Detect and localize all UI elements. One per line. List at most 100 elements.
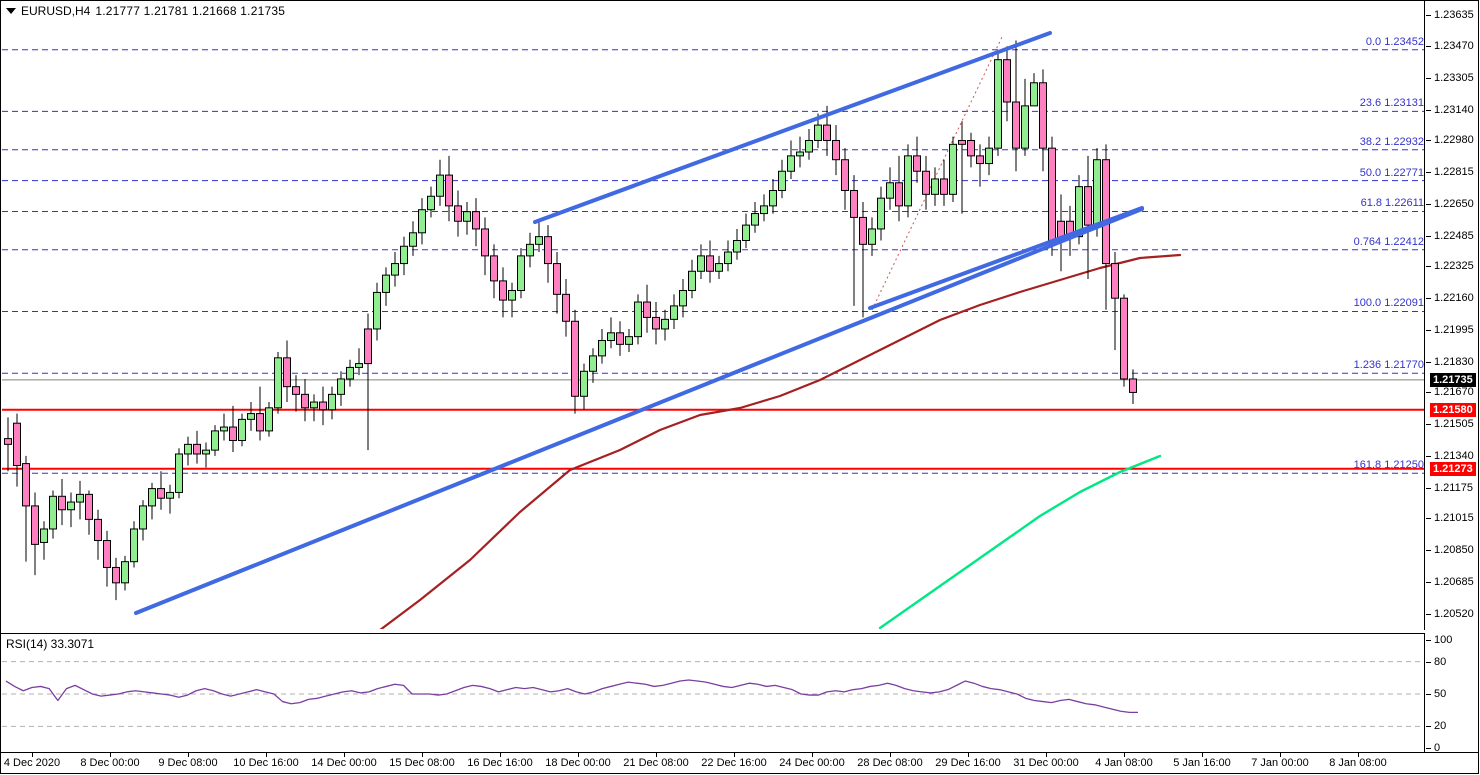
time-axis-label: 8 Jan 08:00 [1329,757,1387,769]
moving-average-red [379,253,1182,629]
price-axis-label: 1.20520 [1434,607,1474,620]
symbol-header: EURUSD,H4 1.21777 1.21781 1.21668 1.2173… [6,3,285,19]
price-axis-tick [1426,329,1431,331]
rsi-axis-tick [1426,694,1431,695]
time-axis-tick [110,752,111,757]
ohlc-values: 1.21777 1.21781 1.21668 1.21735 [95,4,286,18]
time-axis-label: 16 Dec 16:00 [467,757,533,769]
price-axis-tick [1426,298,1431,300]
price-axis-tick [1426,424,1431,426]
price-axis-label: 1.22815 [1434,166,1474,179]
fibonacci-trend-dotted [871,36,1003,311]
chevron-down-icon[interactable] [6,8,16,14]
price-axis-label: 1.22485 [1434,229,1474,242]
time-axis-label: 4 Jan 08:00 [1095,757,1153,769]
time-axis-tick [1358,752,1359,757]
time-axis-label: 28 Dec 08:00 [857,757,923,769]
price-axis-tick [1426,581,1431,583]
price-axis-label: 1.22980 [1434,134,1474,147]
price-axis-tick [1426,46,1431,48]
rsi-line [5,679,1138,714]
fib-label-161-8: 161.8 1.21250 [1353,459,1424,472]
time-axis-label: 29 Dec 16:00 [935,757,1001,769]
price-pane[interactable] [1,1,1425,630]
candlestick-series[interactable] [4,40,1137,601]
fib-label-0-764: 0.764 1.22412 [1353,235,1424,248]
price-axis-label: 1.21015 [1434,512,1474,525]
price-axis-tick [1426,14,1431,16]
time-axis-tick [1124,752,1125,757]
rsi-indicator-label: RSI(14) 33.3071 [6,637,95,651]
price-axis[interactable]: 1.23635 1.23470 1.23305 1.23140 1.22980 1.228… [1426,0,1480,754]
price-axis-tick [1426,487,1431,489]
time-axis-label: 22 Dec 16:00 [701,757,767,769]
time-axis-label: 24 Dec 00:00 [779,757,845,769]
fib-label-50-0: 50.0 1.22771 [1359,166,1424,179]
price-axis-tick [1426,235,1431,237]
time-axis-tick [578,752,579,757]
price-axis-label: 1.20850 [1434,544,1474,557]
price-tag-black[interactable]: 1.21735 [1430,372,1476,387]
time-axis-tick [188,752,189,757]
fib-label-1-236: 1.236 1.21770 [1353,359,1424,372]
price-axis-label: 1.23305 [1434,71,1474,84]
time-axis-tick [1280,752,1281,757]
time-axis-label: 14 Dec 00:00 [311,757,377,769]
time-axis-tick [968,752,969,757]
price-axis-label: 1.20685 [1434,575,1474,588]
time-axis-tick [344,752,345,757]
trend-lines[interactable] [134,31,1144,615]
rsi-pane[interactable] [1,633,1425,752]
price-axis-label: 1.21175 [1434,481,1473,494]
rsi-axis-label: 0 [1434,742,1441,754]
price-axis-label: 1.22650 [1434,197,1474,210]
rsi-axis-tick [1426,726,1431,728]
price-axis-tick [1426,550,1431,552]
time-axis-tick [266,752,267,757]
time-axis-tick [1202,752,1203,757]
time-axis-tick [500,752,501,757]
price-axis-tick [1426,203,1431,205]
time-axis-label: 4 Dec 2020 [3,757,61,769]
time-axis-tick [32,752,33,757]
time-axis-label: 5 Jan 16:00 [1173,757,1231,769]
price-axis-tick [1426,518,1431,520]
time-axis-tick [890,752,891,757]
price-axis-tick [1426,361,1431,363]
price-axis-tick [1426,613,1431,615]
fib-label-61-8: 61.8 1.22611 [1360,197,1424,210]
price-axis-tick [1426,455,1431,457]
fib-label-38-2: 38.2 1.22932 [1359,135,1424,148]
rsi-axis-label: 50 [1434,688,1447,700]
rsi-axis-tick [1426,661,1431,663]
price-axis-tick [1426,140,1431,142]
price-axis-label: 1.21995 [1434,323,1474,336]
time-axis[interactable] [0,752,1479,774]
fib-label-100-0: 100.0 1.22091 [1353,297,1424,310]
price-axis-label: 1.23635 [1434,8,1474,21]
time-axis-label: 15 Dec 08:00 [389,757,455,769]
price-axis-tick [1426,172,1431,174]
time-axis-label: 21 Dec 08:00 [623,757,689,769]
time-axis-label: 8 Dec 00:00 [80,757,140,769]
price-axis-label: 1.21505 [1434,418,1474,431]
price-tag-red[interactable]: 1.21273 [1430,461,1476,476]
moving-average-green [878,454,1162,629]
time-axis-label: 18 Dec 00:00 [545,757,611,769]
price-axis-tick [1426,109,1431,111]
time-axis-tick [422,752,423,757]
rsi-gridlines [2,661,1424,727]
time-axis-tick [734,752,735,757]
price-tag-red[interactable]: 1.21580 [1430,402,1476,417]
price-axis-label: 1.22325 [1434,260,1474,273]
price-axis-label: 1.21340 [1434,449,1474,462]
time-axis-label: 7 Jan 00:00 [1251,757,1309,769]
rsi-axis-label: 80 [1434,655,1447,668]
price-axis-tick [1426,266,1431,268]
price-axis-tick [1426,77,1431,79]
price-axis-label: 1.21670 [1434,386,1474,399]
time-axis-label: 9 Dec 08:00 [158,757,218,769]
